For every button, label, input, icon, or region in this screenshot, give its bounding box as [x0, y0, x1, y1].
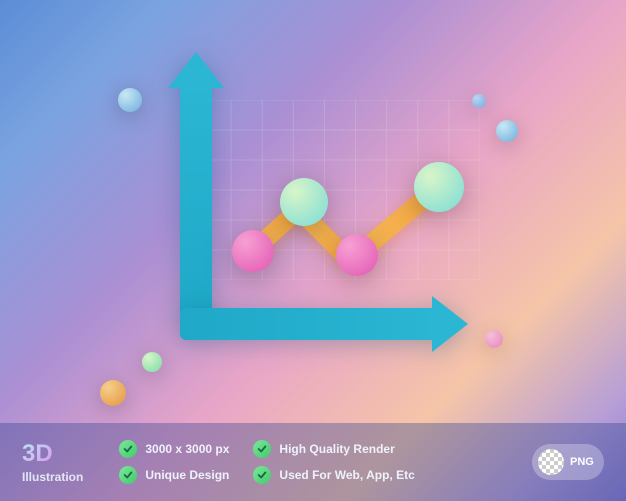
chart-node: [280, 178, 328, 226]
decorative-orb: [496, 120, 518, 142]
decorative-orb: [100, 380, 126, 406]
feature-item: Used For Web, App, Etc: [253, 466, 414, 484]
feature-label: Unique Design: [145, 468, 229, 482]
promo-canvas: 3D Illustration 3000 x 3000 px High Qual…: [0, 0, 626, 501]
decorative-orb: [485, 330, 503, 348]
chart-node: [414, 162, 464, 212]
subtitle: Illustration: [22, 470, 83, 484]
badge-label: PNG: [570, 456, 594, 468]
y-axis-arrow: [180, 80, 212, 320]
feature-list: 3000 x 3000 px High Quality Render Uniqu…: [119, 440, 414, 484]
decorative-orb: [118, 88, 142, 112]
chart-node: [232, 230, 274, 272]
decorative-orb: [472, 94, 486, 108]
info-footer: 3D Illustration 3000 x 3000 px High Qual…: [0, 423, 626, 501]
check-icon: [119, 440, 137, 458]
footer-title-block: 3D Illustration: [22, 440, 83, 484]
x-axis-arrow: [180, 308, 440, 340]
feature-label: High Quality Render: [279, 442, 394, 456]
check-icon: [119, 466, 137, 484]
line-chart-3d-icon: [160, 80, 480, 360]
check-icon: [253, 466, 271, 484]
decorative-orb: [142, 352, 162, 372]
feature-item: Unique Design: [119, 466, 229, 484]
chart-node: [336, 234, 378, 276]
transparency-icon: [538, 449, 564, 475]
check-icon: [253, 440, 271, 458]
feature-label: 3000 x 3000 px: [145, 442, 229, 456]
feature-item: High Quality Render: [253, 440, 414, 458]
png-badge: PNG: [532, 444, 604, 480]
feature-label: Used For Web, App, Etc: [279, 468, 414, 482]
feature-item: 3000 x 3000 px: [119, 440, 229, 458]
title-3d: 3D: [22, 440, 83, 468]
